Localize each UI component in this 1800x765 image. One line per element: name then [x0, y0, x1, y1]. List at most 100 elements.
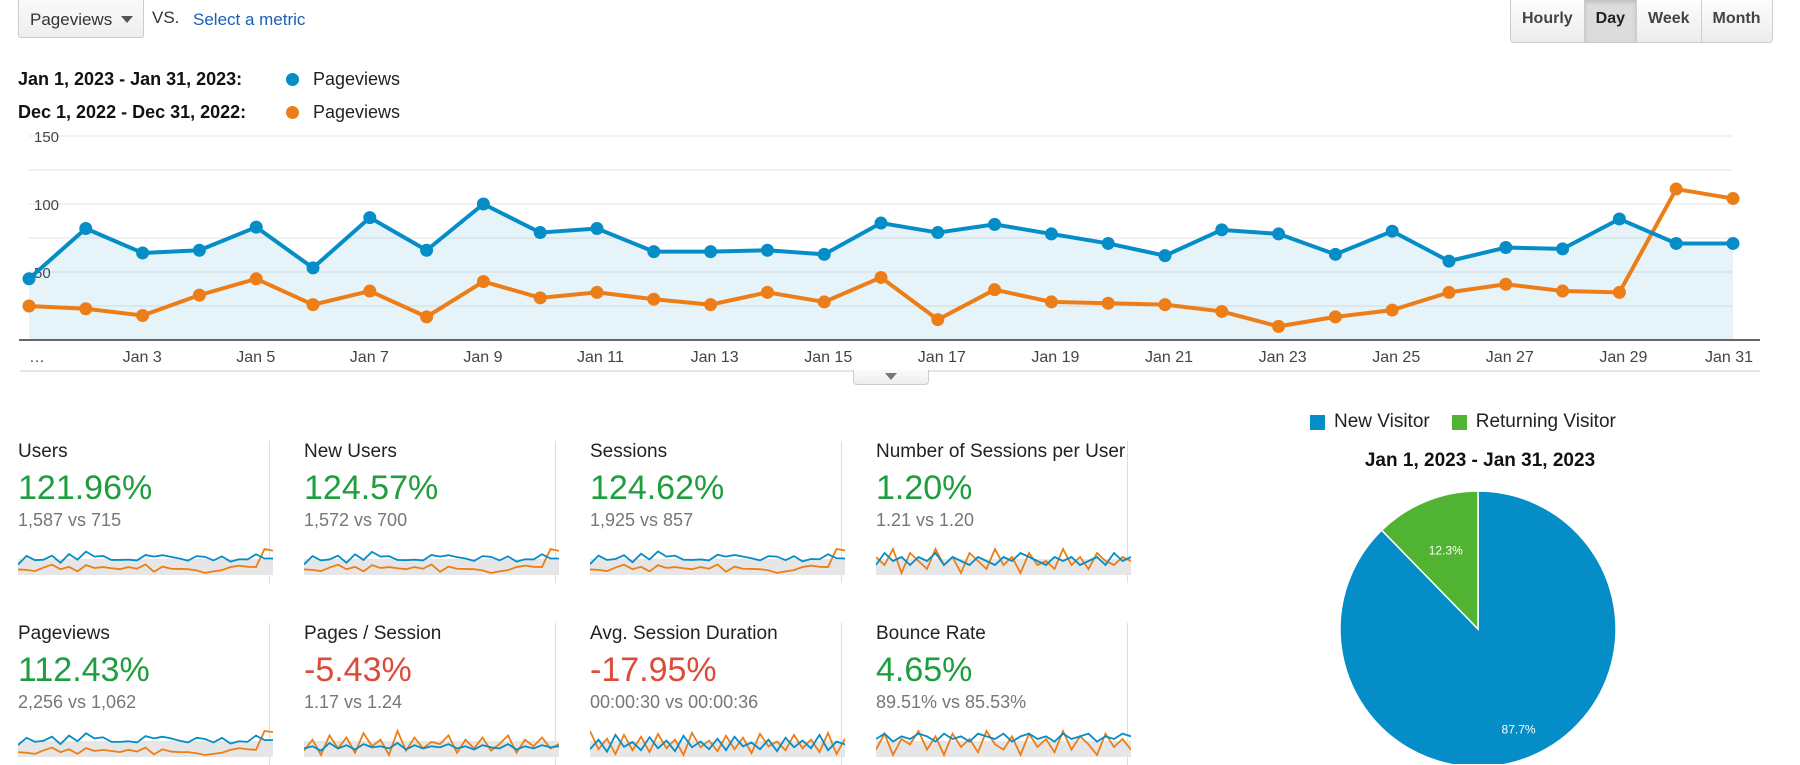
- metric-tile-change: 124.57%: [304, 469, 439, 507]
- legend-swatch: [1451, 414, 1467, 430]
- data-point-current[interactable]: [1726, 236, 1740, 250]
- data-point-current[interactable]: [1158, 249, 1172, 263]
- x-tick-label: Jan 5: [236, 349, 275, 366]
- data-point-previous[interactable]: [1158, 298, 1172, 312]
- metric-tile-comparison: 2,256 vs 1,062: [18, 692, 137, 712]
- data-point-current[interactable]: [192, 243, 206, 257]
- sparkline: [304, 547, 559, 575]
- data-point-previous[interactable]: [1612, 285, 1626, 299]
- data-point-previous[interactable]: [192, 288, 206, 302]
- data-point-previous[interactable]: [306, 298, 320, 312]
- data-point-current[interactable]: [136, 246, 150, 260]
- data-point-previous[interactable]: [1726, 192, 1740, 206]
- data-point-current[interactable]: [533, 226, 547, 240]
- period-button-month[interactable]: Month: [1700, 0, 1772, 42]
- data-point-previous[interactable]: [363, 284, 377, 298]
- sparkline-bg: [18, 741, 273, 757]
- sparkline-current: [590, 550, 845, 565]
- data-point-current[interactable]: [476, 197, 490, 211]
- metric-tile-name: Number of Sessions per User: [876, 441, 1126, 462]
- data-point-current[interactable]: [590, 221, 604, 235]
- data-point-current[interactable]: [249, 220, 263, 234]
- sparkline-bg: [876, 559, 1131, 575]
- sparkline-current: [304, 550, 559, 566]
- metric-tile[interactable]: Sessions 124.62% 1,925 vs 857: [572, 441, 845, 583]
- data-point-current[interactable]: [931, 226, 945, 240]
- chart-expand-handle[interactable]: [853, 370, 929, 385]
- data-point-current[interactable]: [1499, 241, 1513, 255]
- metric-tile[interactable]: Avg. Session Duration -17.95% 00:00:30 v…: [572, 623, 845, 765]
- data-point-current[interactable]: [363, 211, 377, 225]
- data-point-current[interactable]: [1442, 254, 1456, 268]
- metric-tile-comparison: 00:00:30 vs 00:00:36: [590, 692, 759, 712]
- data-point-current[interactable]: [1044, 227, 1058, 241]
- data-point-previous[interactable]: [1499, 277, 1513, 291]
- metric-tile-name: Sessions: [590, 441, 668, 462]
- data-point-previous[interactable]: [136, 309, 150, 323]
- data-point-previous[interactable]: [1215, 304, 1229, 318]
- data-point-previous[interactable]: [760, 285, 774, 299]
- data-point-current[interactable]: [1385, 224, 1399, 238]
- data-point-previous[interactable]: [1669, 182, 1683, 196]
- data-point-current[interactable]: [1669, 236, 1683, 250]
- data-point-previous[interactable]: [704, 298, 718, 312]
- data-point-previous[interactable]: [817, 295, 831, 309]
- data-point-previous[interactable]: [420, 310, 434, 324]
- data-point-current[interactable]: [647, 245, 661, 259]
- data-point-previous[interactable]: [1328, 310, 1342, 324]
- data-point-current[interactable]: [1612, 212, 1626, 226]
- metric-tile[interactable]: Users 121.96% 1,587 vs 715: [0, 441, 273, 583]
- pie-slice-returning-visitor[interactable]: [1380, 490, 1479, 631]
- data-point-previous[interactable]: [1442, 285, 1456, 299]
- metric-tile[interactable]: Bounce Rate 4.65% 89.51% vs 85.53%: [858, 623, 1131, 765]
- data-point-current[interactable]: [420, 243, 434, 257]
- data-point-previous[interactable]: [476, 275, 490, 289]
- sparkline-previous: [876, 728, 1131, 757]
- data-point-current[interactable]: [704, 245, 718, 259]
- data-point-previous[interactable]: [874, 270, 888, 284]
- data-point-previous[interactable]: [533, 291, 547, 305]
- data-point-previous[interactable]: [79, 302, 93, 316]
- data-point-current[interactable]: [817, 247, 831, 261]
- data-point-previous[interactable]: [647, 292, 661, 306]
- data-point-current[interactable]: [988, 217, 1002, 231]
- data-point-current[interactable]: [1556, 242, 1570, 256]
- legend-current-series: Pageviews: [313, 69, 401, 89]
- data-point-current[interactable]: [1328, 247, 1342, 261]
- sparkline: [876, 546, 1131, 575]
- data-point-previous[interactable]: [1101, 296, 1115, 310]
- data-point-current[interactable]: [1101, 236, 1115, 250]
- data-point-previous[interactable]: [1272, 319, 1286, 333]
- data-point-previous[interactable]: [1385, 303, 1399, 317]
- data-point-previous[interactable]: [988, 283, 1002, 297]
- data-point-current[interactable]: [1272, 227, 1286, 241]
- metric-tile[interactable]: Number of Sessions per User 1.20% 1.21 v…: [858, 441, 1131, 583]
- data-point-previous[interactable]: [590, 285, 604, 299]
- data-point-previous[interactable]: [931, 313, 945, 327]
- metric-tile[interactable]: New Users 124.57% 1,572 vs 700: [286, 441, 559, 583]
- pie-legend-new-visitor[interactable]: New Visitor: [1310, 411, 1430, 433]
- period-button-week[interactable]: Week: [1636, 0, 1701, 42]
- data-point-current[interactable]: [760, 243, 774, 257]
- metric-tile-name: Bounce Rate: [876, 623, 986, 644]
- metric-tile[interactable]: Pages / Session -5.43% 1.17 vs 1.24: [286, 623, 559, 765]
- data-point-current[interactable]: [79, 221, 93, 235]
- select-metric-link[interactable]: Select a metric: [193, 10, 306, 29]
- period-button-hourly[interactable]: Hourly: [1511, 0, 1584, 42]
- metric-tile-change: 1.20%: [876, 469, 973, 507]
- data-point-current[interactable]: [1215, 223, 1229, 237]
- data-point-previous[interactable]: [249, 272, 263, 286]
- data-point-current[interactable]: [22, 272, 36, 286]
- legend-current-range: Jan 1, 2023 - Jan 31, 2023:: [18, 69, 243, 89]
- data-point-previous[interactable]: [1556, 284, 1570, 298]
- pie-legend-returning-visitor[interactable]: Returning Visitor: [1451, 411, 1616, 433]
- metric-tile-name: Avg. Session Duration: [590, 623, 778, 644]
- y-tick-label: 150: [34, 129, 59, 146]
- data-point-current[interactable]: [874, 216, 888, 230]
- data-point-previous[interactable]: [1044, 295, 1058, 309]
- data-point-current[interactable]: [306, 261, 320, 275]
- metric-tile[interactable]: Pageviews 112.43% 2,256 vs 1,062: [0, 623, 273, 765]
- period-button-day[interactable]: Day: [1583, 0, 1637, 42]
- metric-dropdown[interactable]: Pageviews: [18, 0, 144, 38]
- data-point-previous[interactable]: [22, 299, 36, 313]
